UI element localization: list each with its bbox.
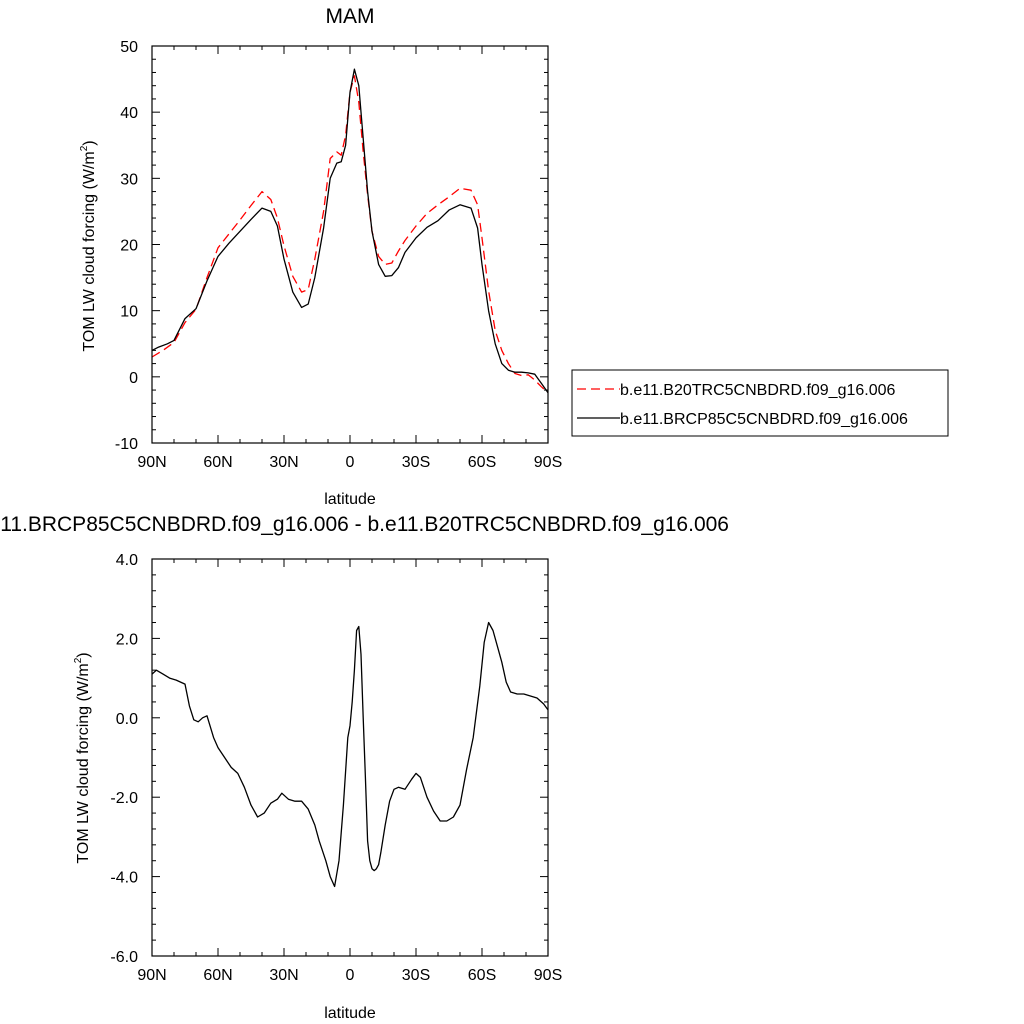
bottom-x-tick-label: 90N	[137, 967, 166, 984]
top-plot-frame	[151, 45, 549, 444]
top-x-axis-label: latitude	[324, 491, 376, 508]
bottom-plot-frame	[151, 558, 549, 957]
top-x-tick-label: 90S	[534, 454, 562, 471]
top-y-axis-label: TOM LW cloud forcing (W/m2)	[79, 140, 98, 351]
bottom-y-tick-label: -4.0	[110, 870, 138, 887]
legend-label-series-2: b.e11.BRCP85C5CNBDRD.f09_g16.006	[620, 411, 908, 428]
bottom-y-tick-label: -2.0	[110, 790, 138, 807]
bottom-x-tick-label: 30S	[402, 967, 430, 984]
top-series-line-1	[151, 75, 549, 394]
top-x-tick-label: 30N	[269, 454, 298, 471]
top-y-tick-label: 20	[120, 238, 138, 255]
top-y-tick-label: 40	[120, 105, 138, 122]
bottom-x-tick-label: 30N	[269, 967, 298, 984]
top-y-tick-label: -10	[115, 436, 138, 453]
bottom-y-tick-label: 0.0	[116, 711, 138, 728]
top-x-tick-label: 60S	[468, 454, 496, 471]
top-x-tick-label: 60N	[203, 454, 232, 471]
bottom-y-tick-label: 4.0	[116, 552, 138, 569]
bottom-x-axis-label: latitude	[324, 1005, 376, 1022]
legend-label-series-1: b.e11.B20TRC5CNBDRD.f09_g16.006	[620, 382, 896, 399]
top-y-tick-label: 50	[120, 39, 138, 56]
bottom-series-group	[151, 621, 549, 888]
top-chart-title: MAM	[326, 5, 375, 28]
top-y-tick-label: 10	[120, 304, 138, 321]
top-panel: MAM TOM LW cloud forcing (W/m2) latitude…	[79, 5, 949, 508]
top-x-tick-label: 90N	[137, 454, 166, 471]
top-x-tick-label: 30S	[402, 454, 430, 471]
top-y-tick-label: 0	[129, 370, 138, 387]
bottom-y-tick-label: -6.0	[110, 949, 138, 966]
bottom-x-tick-label: 60S	[468, 967, 496, 984]
bottom-panel: b.e11.BRCP85C5CNBDRD.f09_g16.006 - b.e11…	[0, 513, 729, 1022]
bottom-chart-title: b.e11.BRCP85C5CNBDRD.f09_g16.006 - b.e11…	[0, 513, 729, 536]
top-series-line-2	[151, 68, 549, 394]
top-x-tick-label: 0	[346, 454, 355, 471]
top-y-tick-label: 30	[120, 171, 138, 188]
bottom-x-tick-label: 90S	[534, 967, 562, 984]
legend: b.e11.B20TRC5CNBDRD.f09_g16.006 b.e11.BR…	[571, 369, 949, 437]
top-ticks: 90N 60N 30N 0 30S 60S 90S -10 0 10 20 30 40 50	[115, 39, 562, 471]
bottom-y-axis-label: TOM LW cloud forcing (W/m2)	[73, 652, 92, 863]
bottom-x-tick-label: 60N	[203, 967, 232, 984]
bottom-series-line-1	[151, 621, 549, 888]
bottom-ticks: 90N 60N 30N 0 30S 60S 90S -6.0 -4.0 -2.0 0.0 2.0 4.0	[110, 552, 562, 984]
bottom-y-tick-label: 2.0	[116, 631, 138, 648]
legend-box	[571, 369, 949, 437]
top-series-group	[151, 68, 549, 394]
bottom-x-tick-label: 0	[346, 967, 355, 984]
